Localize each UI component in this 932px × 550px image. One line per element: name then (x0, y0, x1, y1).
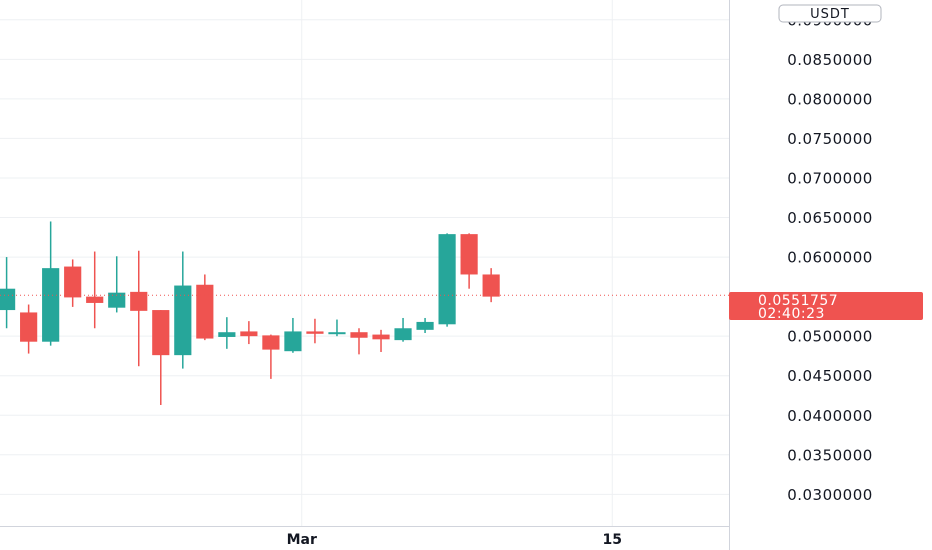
candle[interactable] (394, 317, 412, 342)
candle[interactable] (42, 221, 60, 346)
candle[interactable] (372, 329, 390, 352)
candle-body (482, 274, 500, 297)
candle[interactable] (482, 268, 500, 303)
time-axis[interactable]: Mar 15 (287, 532, 622, 548)
time-tick-label: Mar (287, 532, 317, 548)
countdown-timer: 02:40:23 (758, 306, 825, 322)
candle[interactable] (350, 328, 368, 355)
candle-body (372, 334, 390, 340)
price-tick-label: 0.0800000 (787, 90, 873, 108)
candle[interactable] (460, 233, 478, 289)
price-tick-label: 0.0700000 (787, 169, 873, 187)
candle[interactable] (196, 274, 214, 341)
grid-lines (0, 0, 729, 526)
candle[interactable] (218, 317, 236, 349)
candle[interactable] (174, 251, 192, 369)
candle-body (416, 321, 434, 330)
candle[interactable] (306, 318, 324, 344)
price-tick-label: 0.0500000 (787, 328, 873, 346)
price-tick-label: 0.0650000 (787, 209, 873, 227)
candle[interactable] (86, 251, 104, 329)
candle[interactable] (438, 233, 456, 327)
candle-body (152, 310, 170, 356)
candle[interactable] (328, 319, 346, 337)
currency-unit-badge-box (778, 4, 882, 23)
price-tick-label: 0.0350000 (787, 446, 873, 464)
time-tick-label: 15 (603, 532, 622, 548)
candles[interactable] (0, 221, 500, 405)
candle-body (86, 296, 104, 303)
current-price-badge-box (729, 292, 923, 320)
candle-body (240, 331, 258, 337)
current-price-value: 0.0551757 (758, 293, 838, 309)
price-tick-label: 0.0850000 (787, 51, 873, 69)
candle[interactable] (0, 257, 16, 329)
currency-unit-label: USDT (810, 7, 850, 22)
candle-body (64, 266, 82, 298)
currency-unit-badge[interactable]: USDT (778, 4, 882, 23)
candle-body (196, 284, 214, 339)
candle[interactable] (284, 317, 302, 353)
candle[interactable] (130, 250, 148, 367)
candle-body (0, 288, 16, 311)
candle-body (328, 332, 346, 335)
price-tick-label: 0.0450000 (787, 367, 873, 385)
candle[interactable] (416, 317, 434, 334)
candle-body (284, 331, 302, 352)
candle-body (20, 312, 38, 342)
candle-body (438, 234, 456, 325)
candle-body (108, 292, 126, 308)
candle-body (42, 268, 60, 342)
candle-body (130, 291, 148, 311)
current-price-badge: 0.0551757 02:40:23 (729, 292, 923, 322)
candle-body (350, 332, 368, 338)
candle-body (306, 331, 324, 334)
candle[interactable] (64, 259, 82, 307)
candle-body (174, 285, 192, 356)
price-tick-label: 0.0300000 (787, 486, 873, 504)
candle[interactable] (152, 310, 170, 405)
candle[interactable] (20, 304, 38, 354)
candle-body (460, 234, 478, 275)
candle[interactable] (108, 256, 126, 313)
candle[interactable] (262, 334, 280, 379)
candle[interactable] (240, 321, 258, 345)
price-tick-label: 0.0400000 (787, 407, 873, 425)
price-tick-label: 0.0600000 (787, 249, 873, 267)
candle-body (218, 332, 236, 337)
price-tick-label: 0.0750000 (787, 130, 873, 148)
candle-body (394, 328, 412, 341)
price-axis[interactable]: 0.09000000.08500000.08000000.07500000.07… (787, 11, 873, 504)
candle-body (262, 335, 280, 350)
